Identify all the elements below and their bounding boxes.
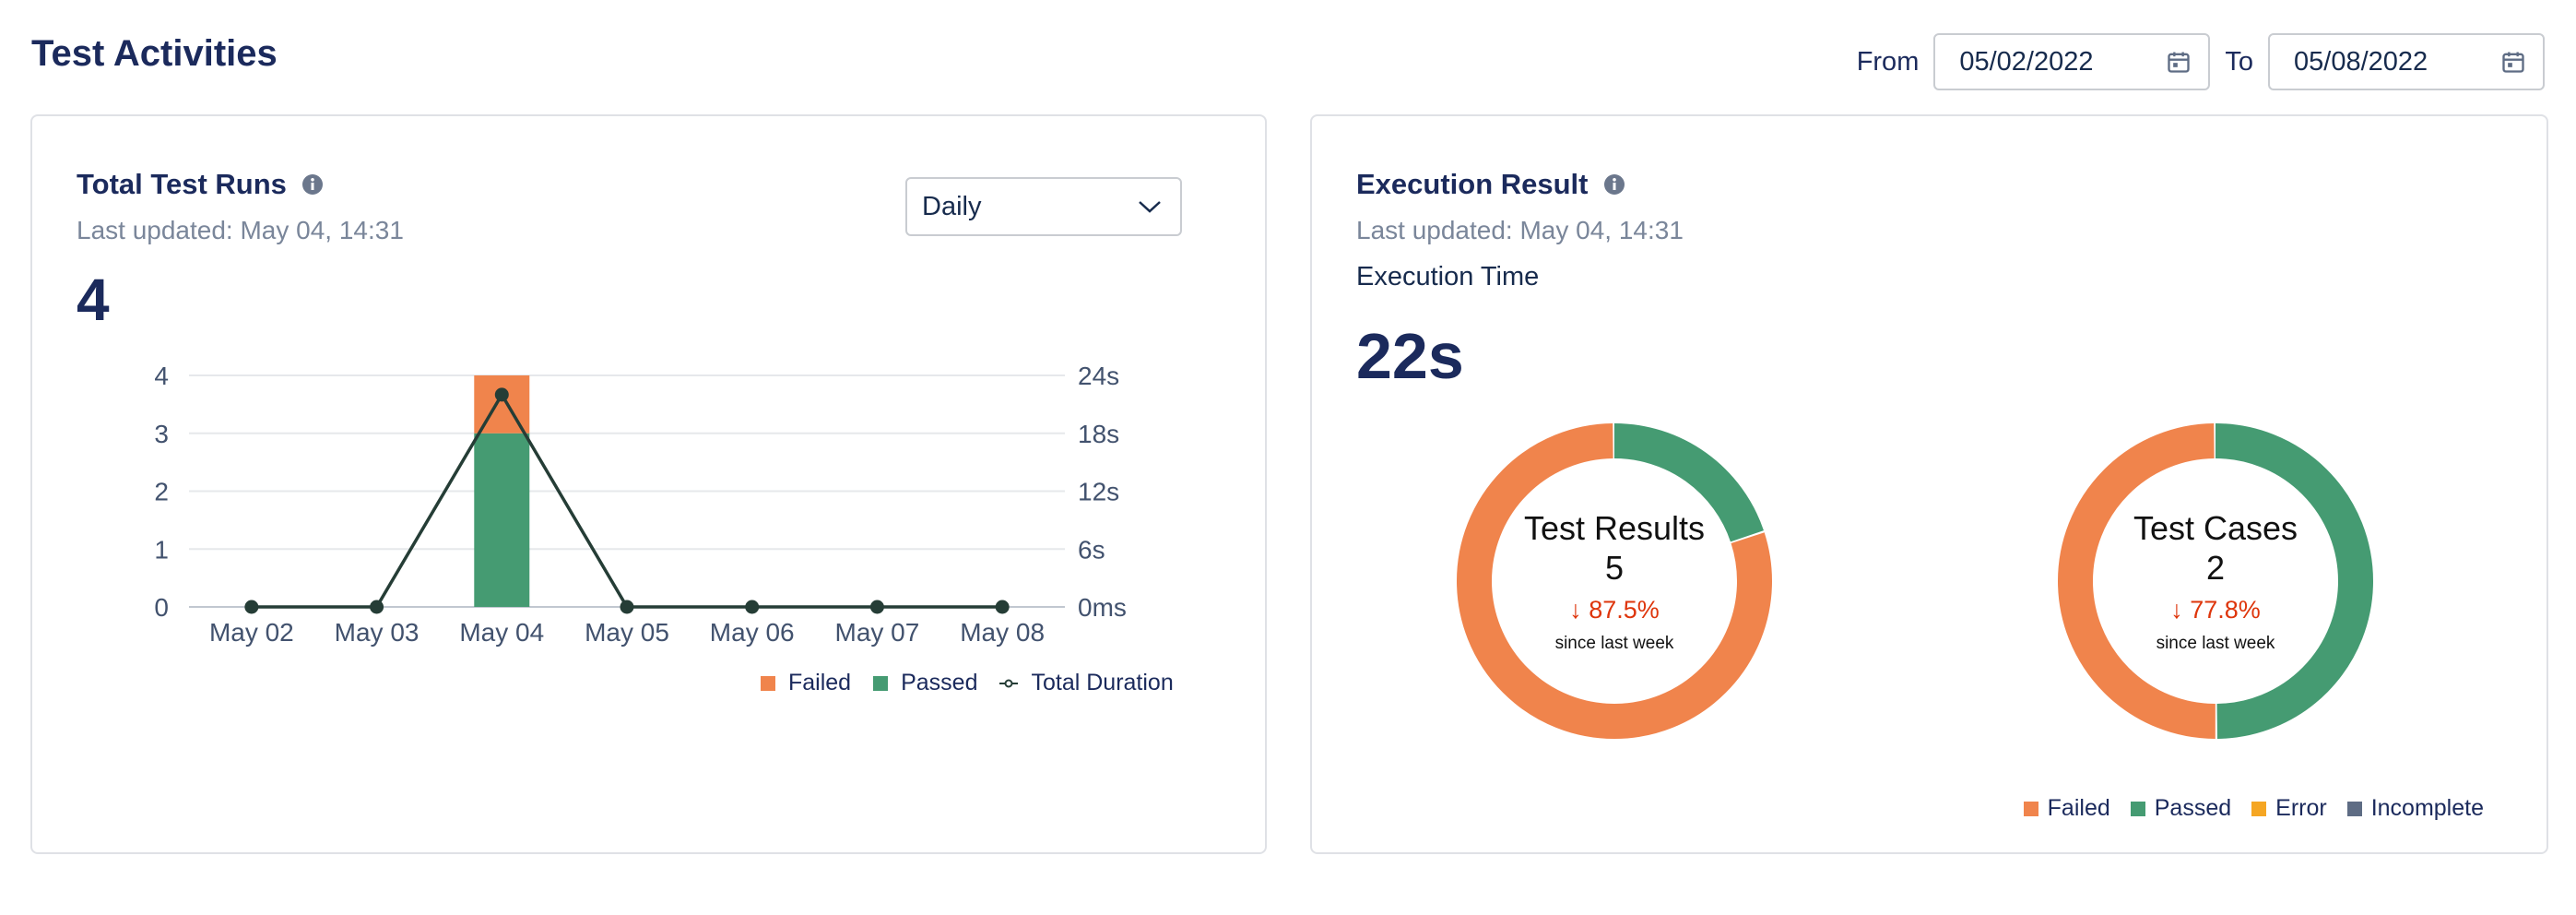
interval-value: Daily	[922, 191, 982, 221]
incomplete-swatch	[2346, 801, 2362, 816]
page-title: Test Activities	[31, 33, 278, 74]
x-tick-label: May 05	[585, 618, 669, 647]
y-tick-label: 3	[154, 420, 169, 448]
donut-delta: ↓ 77.8%	[2170, 595, 2261, 624]
failed-segment	[2058, 423, 2373, 739]
line-swatch-icon	[999, 679, 1019, 687]
donut-title: Test Results	[1523, 508, 1706, 547]
execution-title: Execution Result	[1356, 168, 1589, 200]
last-updated: Last updated: May 04, 14:31	[1356, 216, 1684, 244]
chevron-down-icon	[1139, 201, 1161, 213]
donut-count: 5	[1604, 548, 1625, 587]
x-tick-label: May 07	[835, 618, 920, 647]
error-swatch	[2251, 801, 2267, 816]
total-runs-value: 4	[77, 267, 110, 333]
y-tick-label: 0	[154, 593, 169, 622]
donut-since: since last week	[1554, 633, 1674, 653]
y2-tick-label: 18s	[1078, 420, 1119, 448]
x-tick-label: May 04	[459, 618, 544, 647]
legend-error[interactable]: Error	[2251, 795, 2327, 822]
legend-failed[interactable]: Failed	[761, 670, 851, 696]
chart-legend: Failed Passed Total Duration	[761, 670, 1174, 696]
bar-passed	[474, 433, 530, 607]
to-label: To	[2225, 46, 2253, 77]
total-runs-title: Total Test Runs	[77, 168, 287, 200]
duration-point	[869, 600, 884, 614]
card-title: Execution Result	[1356, 168, 1625, 201]
execution-time-label: Execution Time	[1356, 262, 1540, 291]
test-results-donut[interactable]: Test Results 5 ↓ 87.5% since last week	[1456, 422, 1773, 740]
duration-point	[370, 600, 384, 614]
test-cases-donut[interactable]: Test Cases 2 ↓ 77.8% since last week	[2057, 422, 2374, 740]
y-tick-label: 4	[154, 362, 169, 390]
legend-failed-label: Failed	[788, 670, 852, 695]
execution-time-value: 22s	[1356, 320, 1464, 392]
x-tick-label: May 02	[209, 618, 294, 647]
y2-tick-label: 0ms	[1078, 593, 1127, 622]
donut-center: Test Cases 2 ↓ 77.8% since last week	[2057, 422, 2374, 740]
legend-passed-label: Passed	[901, 670, 978, 695]
x-tick-label: May 06	[710, 618, 795, 647]
calendar-icon[interactable]	[2166, 49, 2192, 75]
legend-passed[interactable]: Passed	[873, 670, 977, 696]
donut-center: Test Results 5 ↓ 87.5% since last week	[1456, 422, 1773, 740]
from-date-value: 05/02/2022	[1959, 46, 2094, 77]
info-icon[interactable]	[1603, 173, 1625, 196]
duration-line	[251, 391, 1003, 609]
passed-segment	[2058, 423, 2373, 739]
from-date-input[interactable]: 05/02/2022	[1933, 33, 2211, 90]
passed-swatch	[873, 675, 889, 691]
duration-point	[494, 387, 509, 402]
to-date-value: 05/08/2022	[2294, 46, 2428, 77]
y2-tick-label: 6s	[1078, 535, 1105, 564]
total-test-runs-card: Total Test Runs Last updated: May 04, 14…	[30, 114, 1267, 854]
test-runs-chart: 0 0ms 1 6s 2 12s 3 18s 4 24s May 02 May 03 May 04 May…	[154, 362, 1127, 647]
to-date-input[interactable]: 05/08/2022	[2268, 33, 2545, 90]
passed-segment	[1457, 423, 1772, 739]
date-range-filter: From 05/02/2022 To 05/08/2022	[1857, 33, 2545, 90]
legend-total-duration[interactable]: Total Duration	[999, 670, 1174, 696]
x-tick-label: May 08	[960, 618, 1045, 647]
calendar-icon[interactable]	[2500, 49, 2526, 75]
execution-result-card: Execution Result Last updated: May 04, 1…	[1310, 114, 2548, 854]
donut-title: Test Cases	[2133, 508, 2298, 547]
failed-swatch	[761, 675, 775, 691]
donut-delta: ↓ 87.5%	[1569, 595, 1660, 624]
legend-incomplete[interactable]: Incomplete	[2346, 795, 2484, 822]
duration-point	[995, 600, 1010, 614]
duration-point	[745, 600, 760, 614]
test-cases-ring	[2058, 423, 2373, 739]
legend-failed[interactable]: Failed	[2023, 795, 2110, 822]
passed-swatch	[2130, 801, 2145, 816]
last-updated: Last updated: May 04, 14:31	[77, 216, 404, 244]
legend-incomplete-label: Incomplete	[2370, 795, 2484, 821]
legend-duration-label: Total Duration	[1031, 670, 1174, 695]
duration-point	[620, 600, 634, 614]
donut-count: 2	[2205, 548, 2226, 587]
y2-tick-label: 12s	[1078, 478, 1119, 506]
x-tick-label: May 03	[335, 618, 419, 647]
legend-error-label: Error	[2275, 795, 2327, 821]
y-tick-label: 2	[154, 478, 169, 506]
legend-failed-label: Failed	[2047, 795, 2110, 821]
legend-passed-label: Passed	[2154, 795, 2232, 821]
donut-since: since last week	[2156, 633, 2275, 653]
info-icon[interactable]	[301, 173, 324, 196]
y-tick-label: 1	[154, 535, 169, 564]
legend-passed[interactable]: Passed	[2130, 795, 2232, 822]
failed-segment	[1457, 423, 1772, 739]
duration-point	[244, 600, 259, 614]
test-results-ring	[1457, 423, 1772, 739]
interval-select[interactable]: Daily	[905, 177, 1182, 236]
failed-swatch	[2023, 801, 2038, 816]
card-title: Total Test Runs	[77, 168, 324, 201]
from-label: From	[1856, 46, 1920, 77]
y2-tick-label: 24s	[1078, 362, 1119, 390]
execution-legend: Failed Passed Error Incomplete	[2023, 795, 2484, 822]
